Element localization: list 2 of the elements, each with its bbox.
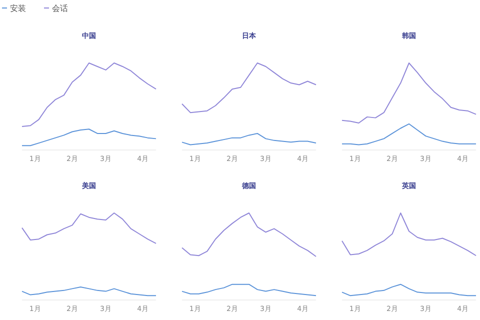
legend-label: 安装	[10, 4, 26, 13]
legend-label: 会话	[52, 4, 68, 13]
